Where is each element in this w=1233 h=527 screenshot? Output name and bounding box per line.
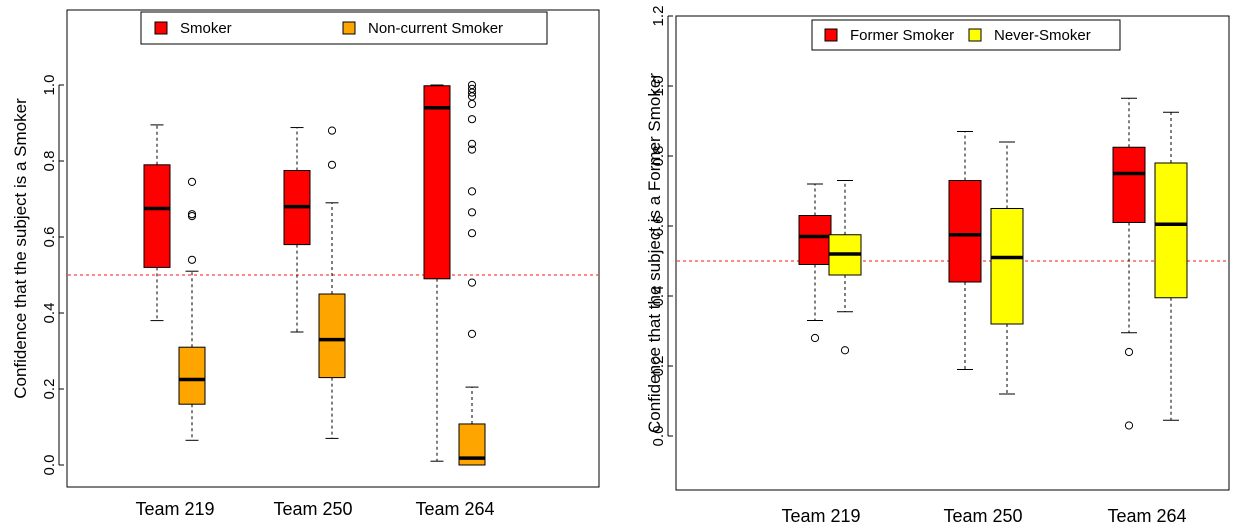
boxplot-smoker [143,124,171,322]
y-tick-label: 0.2 [41,379,58,400]
outlier-point [467,115,477,124]
legend: Smoker Non-current Smoker [140,11,548,45]
box-iqr [143,164,171,268]
x-category-label: Team 219 [135,499,214,519]
outlier-point [467,208,477,217]
y-tick-label: 0.8 [650,146,667,167]
boxplot-never-smoker [990,141,1024,395]
legend-label: Smoker [180,20,232,37]
legend-swatch [824,28,838,42]
outlier-point [810,333,820,343]
outlier-point [187,210,197,219]
y-tick-label: 0.4 [41,303,58,324]
outlier-point [467,145,477,154]
right-boxplot-panel: 0.0 0.2 0.4 0.6 0.8 1.0 1.2 Confidence that the… [645,6,1230,526]
boxplot-non-current-smoker [318,126,346,439]
legend-label: Non-current Smoker [368,20,503,37]
box-iqr [318,293,346,379]
y-tick-label: 1.0 [650,76,667,97]
outlier-point [467,99,477,109]
outlier-point [467,187,477,196]
outlier-point [467,329,477,338]
outlier-point [327,160,337,169]
x-category-label: Team 264 [1107,506,1186,526]
outlier-point [840,346,850,355]
outlier-point [187,255,197,264]
boxplot-never-smoker [828,180,862,355]
x-category-label: Team 219 [781,506,860,526]
y-tick-label: 0.8 [41,151,58,172]
outlier-point [467,229,477,238]
box-iqr [423,85,451,280]
box-iqr [178,346,206,405]
y-tick-label: 1.2 [650,6,667,27]
y-axis-label: Confidence that the subject is a Former … [645,73,664,433]
y-tick-label: 0.4 [650,286,667,307]
box-iqr [990,208,1024,325]
y-tick-label: 1.0 [41,75,58,96]
legend-label: Former Smoker [850,27,954,44]
outlier-point [467,84,477,93]
outlier-point [1124,347,1134,357]
outlier-point [467,80,477,90]
box-iqr [1112,146,1146,223]
plot-frame [675,15,1230,491]
x-category-label: Team 264 [415,499,494,519]
outlier-point [467,139,477,148]
y-tick-label: 0.2 [650,356,667,377]
legend-swatch [342,21,356,35]
boxplot-smoker [423,84,451,462]
outlier-point [1124,421,1134,430]
y-tick-label: 0.0 [41,455,58,476]
outlier-point [467,278,477,287]
boxplot-former-smoker [948,131,982,370]
boxplot-former-smoker [798,183,832,343]
box-iqr [798,215,832,265]
y-tick-label: 0.6 [41,227,58,248]
box-iqr [1154,162,1188,299]
boxplot-never-smoker [1154,111,1188,421]
plot-frame [66,9,600,488]
x-category-label: Team 250 [943,506,1022,526]
outlier-point [187,177,197,186]
outlier-point [327,126,337,135]
legend-swatch [154,21,168,35]
y-axis-label: Confidence that the subject is a Smoker [11,98,30,399]
left-boxplot-panel: 0.0 0.2 0.4 0.6 0.8 1.0 Confidence that the su… [11,9,600,519]
legend-swatch [968,28,982,42]
box-iqr [948,180,982,283]
boxplot-former-smoker [1112,97,1146,430]
boxplot-non-current-smoker [458,80,486,466]
boxplot-smoker [283,127,311,333]
legend: Former Smoker Never-Smoker [811,19,1121,51]
y-tick-label: 0.6 [650,216,667,237]
legend-label: Never-Smoker [994,27,1091,44]
y-tick-label: 0.0 [650,426,667,447]
x-category-label: Team 250 [273,499,352,519]
boxplot-non-current-smoker [178,177,206,441]
legend-box [811,19,1121,51]
